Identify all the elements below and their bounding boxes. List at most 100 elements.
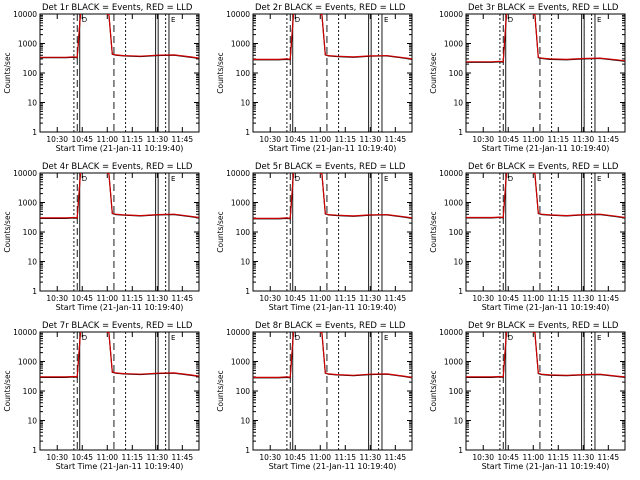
plot-frame (39, 13, 200, 133)
x-tick-label: 11:30 (359, 294, 381, 303)
x-tick-label: 10:45 (497, 294, 519, 303)
y-tick-label: 10000 (439, 328, 463, 337)
x-tick-label: 11:15 (121, 135, 143, 144)
detector-panel-1: Det 1r BLACK = Events, RED = LLD 1 10 100 10… (3, 3, 200, 153)
x-tick-label: 11:45 (385, 453, 407, 462)
series-line-lld (253, 173, 412, 220)
marker-label: E (384, 16, 388, 24)
plot-frame (39, 331, 200, 451)
x-tick-label: 10:45 (497, 135, 519, 144)
plot-frame (252, 172, 413, 292)
x-axis-label: Start Time (21-Jan-11 10:19:40) (56, 462, 184, 471)
x-tick-label: 11:00 (522, 135, 544, 144)
marker-label: E (171, 16, 175, 24)
marker-label: D (82, 175, 87, 183)
y-tick-label: 1000 (231, 40, 250, 49)
x-tick-label: 11:00 (96, 294, 118, 303)
y-axis-label: Counts/sec (3, 211, 12, 252)
detector-panel-5: Det 5r BLACK = Events, RED = LLD 1 10 100 10… (216, 162, 413, 312)
marker-label: E (171, 334, 175, 342)
plot-frame (252, 331, 413, 451)
y-tick-label: 1000 (18, 199, 37, 208)
y-axis-label: Counts/sec (216, 370, 225, 411)
y-tick-label: 10 (453, 99, 463, 108)
y-tick-label: 100 (449, 69, 464, 78)
detector-panel-8: Det 8r BLACK = Events, RED = LLD 1 10 100 10… (216, 321, 413, 471)
x-tick-label: 11:00 (522, 294, 544, 303)
y-tick-label: 10 (453, 258, 463, 267)
y-axis-label: Counts/sec (429, 370, 438, 411)
y-tick-label: 1 (245, 446, 250, 455)
marker-label: E (384, 175, 388, 183)
plot-frame (39, 172, 200, 292)
y-tick-label: 100 (236, 387, 251, 396)
y-tick-label: 1000 (444, 358, 463, 367)
marker-label: D (295, 175, 300, 183)
y-tick-label: 100 (23, 387, 38, 396)
y-tick-label: 1000 (231, 358, 250, 367)
panel-title: Det 5r BLACK = Events, RED = LLD (255, 162, 406, 172)
y-tick-label: 100 (449, 228, 464, 237)
series-line-lld (466, 14, 625, 63)
x-tick-label: 11:15 (547, 294, 569, 303)
panel-title: Det 6r BLACK = Events, RED = LLD (468, 162, 619, 172)
x-tick-label: 11:45 (172, 135, 194, 144)
detector-panel-3: Det 3r BLACK = Events, RED = LLD 1 10 100 10… (429, 3, 626, 153)
y-tick-label: 10 (27, 258, 37, 267)
x-tick-label: 10:30 (472, 294, 494, 303)
marker-label: E (171, 175, 175, 183)
y-tick-label: 10000 (226, 328, 250, 337)
detector-panel-9: Det 9r BLACK = Events, RED = LLD 1 10 100 10… (429, 321, 626, 471)
detector-panel-4: Det 4r BLACK = Events, RED = LLD 1 10 100 10… (3, 162, 200, 312)
y-axis-label: Counts/sec (216, 52, 225, 93)
x-tick-label: 11:15 (547, 135, 569, 144)
panel-title: Det 4r BLACK = Events, RED = LLD (42, 162, 193, 172)
plot-frame (465, 172, 626, 292)
x-tick-label: 11:45 (598, 294, 620, 303)
detector-panel-7: Det 7r BLACK = Events, RED = LLD 1 10 100 10… (3, 321, 200, 471)
x-tick-label: 11:45 (385, 294, 407, 303)
plot-frame (465, 13, 626, 133)
x-tick-label: 11:45 (598, 453, 620, 462)
y-tick-label: 10000 (439, 10, 463, 19)
x-tick-label: 11:45 (598, 135, 620, 144)
y-tick-label: 1 (32, 128, 37, 137)
x-tick-label: 11:45 (385, 135, 407, 144)
marker-label: D (82, 334, 87, 342)
x-tick-label: 10:45 (71, 453, 93, 462)
y-tick-label: 1 (245, 287, 250, 296)
series-line-lld (253, 332, 412, 379)
x-tick-label: 10:30 (259, 294, 281, 303)
x-tick-label: 10:30 (472, 135, 494, 144)
x-tick-label: 11:15 (121, 294, 143, 303)
panel-title: Det 3r BLACK = Events, RED = LLD (468, 3, 619, 13)
plot-frame (252, 13, 413, 133)
y-tick-label: 10 (27, 417, 37, 426)
x-axis-label: Start Time (21-Jan-11 10:19:40) (482, 303, 610, 312)
y-tick-label: 10000 (13, 169, 37, 178)
y-tick-label: 10000 (13, 328, 37, 337)
x-tick-label: 10:45 (284, 453, 306, 462)
y-tick-label: 1 (458, 446, 463, 455)
y-tick-label: 10000 (439, 169, 463, 178)
y-tick-label: 10 (27, 99, 37, 108)
x-tick-label: 11:30 (146, 294, 168, 303)
series-line-lld (253, 14, 412, 61)
series-line-lld (466, 173, 625, 219)
marker-label: D (295, 334, 300, 342)
x-tick-label: 10:45 (284, 294, 306, 303)
y-tick-label: 1 (32, 446, 37, 455)
x-tick-label: 10:30 (472, 453, 494, 462)
y-tick-label: 1 (32, 287, 37, 296)
y-tick-label: 10000 (13, 10, 37, 19)
x-tick-label: 10:30 (46, 294, 68, 303)
marker-label: D (508, 334, 513, 342)
y-tick-label: 10 (240, 417, 250, 426)
y-axis-label: Counts/sec (429, 52, 438, 93)
x-tick-label: 11:00 (96, 135, 118, 144)
y-tick-label: 1000 (444, 199, 463, 208)
x-tick-label: 11:30 (146, 135, 168, 144)
panel-title: Det 8r BLACK = Events, RED = LLD (255, 321, 406, 331)
x-tick-label: 11:15 (334, 135, 356, 144)
